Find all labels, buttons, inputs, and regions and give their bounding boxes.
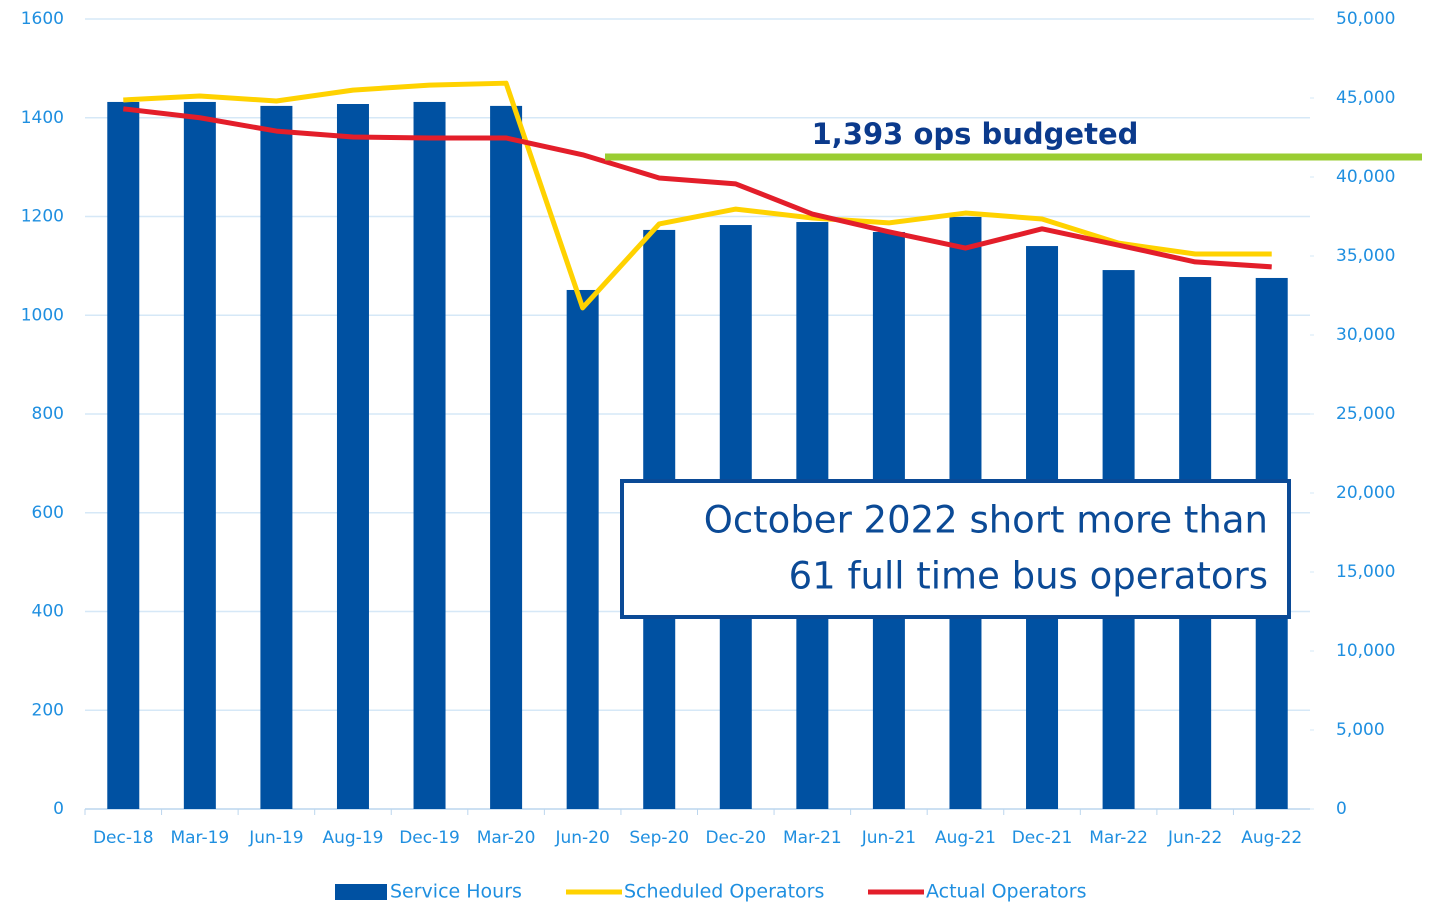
callout-text: October 2022 short more than — [704, 499, 1268, 542]
callout-box — [620, 479, 1291, 619]
y-tick-label: 1400 — [21, 108, 64, 128]
bar — [566, 289, 599, 810]
y-tick-label: 1000 — [21, 305, 64, 325]
legend-label: Scheduled Operators — [624, 881, 824, 903]
callout-text: 61 full time bus operators — [789, 555, 1268, 598]
legend-label: Service Hours — [390, 881, 522, 903]
bar — [260, 105, 293, 809]
y2-tick-label: 0 — [1336, 799, 1347, 819]
y-tick-label: 1600 — [21, 9, 64, 29]
marks — [107, 80, 1288, 810]
x-tick-label: Mar-20 — [477, 828, 536, 848]
y2-tick-label: 5,000 — [1336, 720, 1385, 740]
y-tick-label: 400 — [32, 602, 64, 622]
y-tick-label: 0 — [53, 799, 64, 819]
x-tick-label: Jun-21 — [861, 828, 916, 848]
bar — [413, 101, 446, 809]
y2-tick-label: 45,000 — [1336, 88, 1395, 108]
budget-label: 1,393 ops budgeted — [812, 117, 1139, 151]
x-tick-label: Mar-19 — [170, 828, 229, 848]
x-tick-label: Sep-20 — [629, 828, 689, 848]
y2-tick-label: 15,000 — [1336, 562, 1395, 582]
x-tick-label: Aug-22 — [1241, 828, 1302, 848]
y2-tick-label: 30,000 — [1336, 325, 1395, 345]
legend: Service Hours Scheduled Operators Actual O… — [335, 881, 1087, 903]
x-tick-label: Dec-21 — [1012, 828, 1073, 848]
y2-tick-label: 10,000 — [1336, 641, 1395, 661]
x-tick-label: Dec-18 — [93, 828, 154, 848]
bar — [336, 104, 369, 809]
y2-tick-label: 35,000 — [1336, 246, 1395, 266]
legend-swatch — [335, 884, 387, 900]
x-tick-label: Jun-19 — [248, 828, 303, 848]
y-tick-label: 800 — [32, 404, 64, 424]
y-tick-label: 200 — [32, 700, 64, 720]
x-tick-label: Jun-20 — [554, 828, 609, 848]
bar — [183, 101, 216, 809]
bar — [490, 105, 523, 809]
x-tick-label: Dec-20 — [705, 828, 766, 848]
y-tick-label: 1200 — [21, 207, 64, 227]
x-tick-label: Mar-22 — [1089, 828, 1148, 848]
line — [123, 80, 1272, 311]
y2-tick-label: 40,000 — [1336, 167, 1395, 187]
x-tick-label: Mar-21 — [783, 828, 842, 848]
x-tick-label: Jun-22 — [1167, 828, 1222, 848]
y-tick-label: 600 — [32, 503, 64, 523]
x-tick-label: Aug-19 — [322, 828, 383, 848]
y2-tick-label: 50,000 — [1336, 9, 1395, 29]
y2-tick-label: 20,000 — [1336, 483, 1395, 503]
line — [122, 106, 1272, 270]
x-tick-label: Dec-19 — [399, 828, 460, 848]
bar — [107, 101, 140, 809]
y2-tick-label: 25,000 — [1336, 404, 1395, 424]
x-tick-label: Aug-21 — [935, 828, 996, 848]
legend-label: Actual Operators — [926, 881, 1087, 903]
